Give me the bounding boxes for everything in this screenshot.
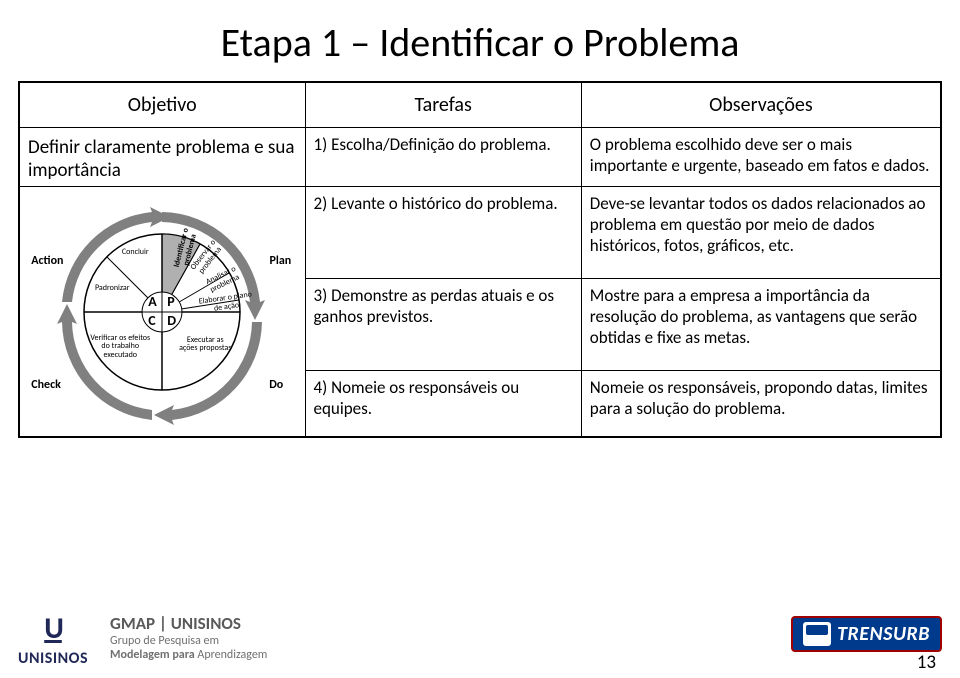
pdca-label-plan: Plan [270,254,292,268]
gmap-sub1: Grupo de Pesquisa em [110,634,267,648]
header-objetivo: Objetivo [20,83,306,128]
pdca-label-do: Do [269,378,283,392]
obs-cell: Mostre para a empresa a importância da r… [581,278,940,370]
pdca-letter-p: P [167,293,174,310]
gmap-block: GMAP | UNISINOS Grupo de Pesquisa em Mod… [110,613,267,662]
unisinos-logo: U UNISINOS [18,610,88,668]
obs-cell: Nomeie os responsáveis, propondo datas, … [581,370,940,436]
pdca-inner-concluir: Concluir [115,248,155,257]
pdca-letter-a: A [148,293,156,310]
header-tarefas: Tarefas [305,83,581,128]
pdca-letter-c: C [148,312,155,329]
pdca-letter-d: D [167,312,176,329]
pdca-inner-executar: Executar as ações propostas [177,336,233,354]
gmap-title: GMAP | UNISINOS [110,613,267,634]
obs-cell: O problema escolhido deve ser o mais imp… [581,128,940,187]
pdca-label-action: Action [31,254,63,268]
pdca-diagram: Action Plan Check Do A P C D Concluir Pa… [27,192,297,432]
pdca-inner-verificar: Verificar os efeitos do trabalho executa… [85,334,155,360]
gmap-sub2: Modelagem para Aprendizagem [110,648,267,662]
pdca-inner-padronizar: Padronizar [87,284,137,293]
footer: U UNISINOS GMAP | UNISINOS Grupo de Pesq… [0,588,960,678]
main-table: Objetivo Tarefas Observações Definir cla… [18,81,942,438]
unisinos-u-icon: U [44,610,62,647]
unisinos-text: UNISINOS [18,649,88,668]
obs-cell: Deve-se levantar todos os dados relacion… [581,187,940,279]
objective-text: Definir claramente problema e sua import… [20,128,306,187]
page-number: 13 [917,651,936,674]
header-observacoes: Observações [581,83,940,128]
task-cell: 3) Demonstre as perdas atuais e os ganho… [305,278,581,370]
pdca-diagram-cell: Action Plan Check Do A P C D Concluir Pa… [20,187,306,437]
trensurb-logo: TRENSURB [791,616,942,652]
pdca-label-check: Check [31,378,61,392]
task-cell: 4) Nomeie os responsáveis ou equipes. [305,370,581,436]
train-icon [803,622,831,646]
task-cell: 1) Escolha/Definição do problema. [305,128,581,187]
task-cell: 2) Levante o histórico do problema. [305,187,581,279]
page-title: Etapa 1 – Identificar o Problema [0,0,960,81]
trensurb-text: TRENSURB [837,622,930,646]
